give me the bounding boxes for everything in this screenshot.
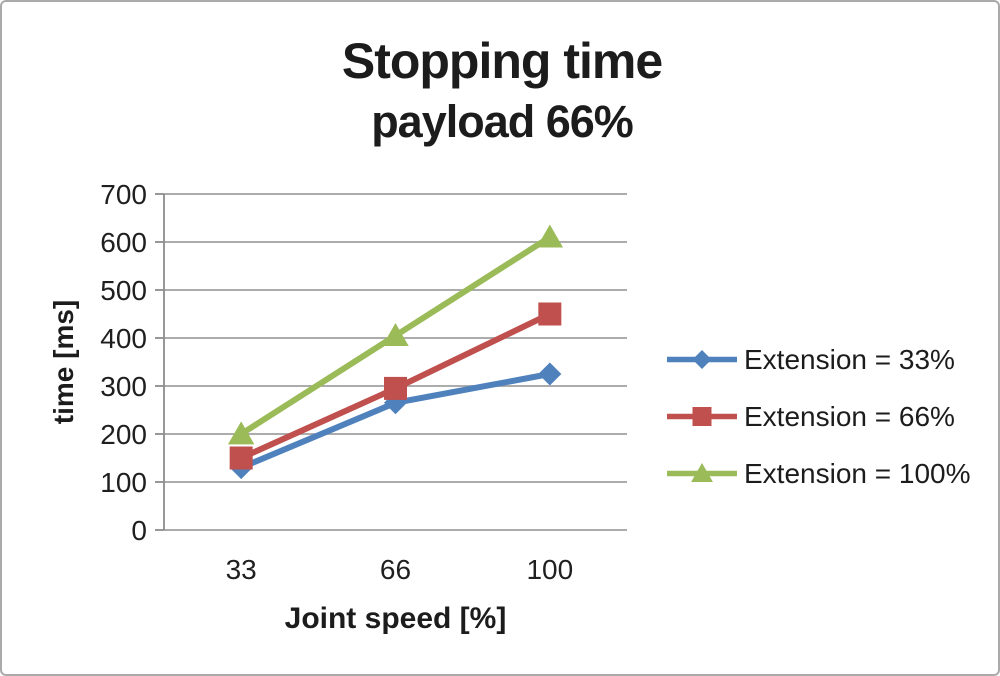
legend-item: Extension = 33% [665,343,971,375]
legend-label: Extension = 100% [744,457,971,489]
legend-item: Extension = 66% [665,400,971,432]
marker-triangle [382,322,409,346]
y-tick-label: 600 [100,227,147,258]
legend-square-icon [667,407,737,426]
marker-triangle [691,463,713,483]
marker-square [229,446,253,470]
legend-item: Extension = 100% [665,457,971,489]
legend-triangle-icon [667,463,737,483]
marker-square [538,302,562,326]
y-tick-label: 0 [131,515,147,546]
x-tick-label: 100 [526,554,573,585]
chart-title: Stopping time [341,33,663,89]
y-tick-label: 700 [100,179,147,210]
x-axis-title: Joint speed [%] [284,602,507,635]
marker-triangle [536,224,564,248]
y-tick-label: 200 [100,419,147,450]
chart-subtitle: payload 66% [371,96,634,147]
marker-square [384,376,407,400]
legend-label: Extension = 33% [744,343,955,375]
marker-diamond [692,350,712,369]
y-tick-label: 400 [100,323,147,354]
x-tick-label: 66 [380,554,411,585]
marker-square [692,407,712,426]
marker-triangle [227,421,255,445]
y-tick-label: 300 [100,371,147,402]
legend-label: Extension = 66% [744,400,955,432]
y-tick-label: 100 [100,467,147,498]
legend: Extension = 33% Extension = 66% Extensio… [665,343,971,489]
legend-diamond-icon [667,350,737,369]
y-tick-label: 500 [100,275,147,306]
marker-diamond [538,362,562,386]
x-tick-label: 33 [226,554,257,585]
